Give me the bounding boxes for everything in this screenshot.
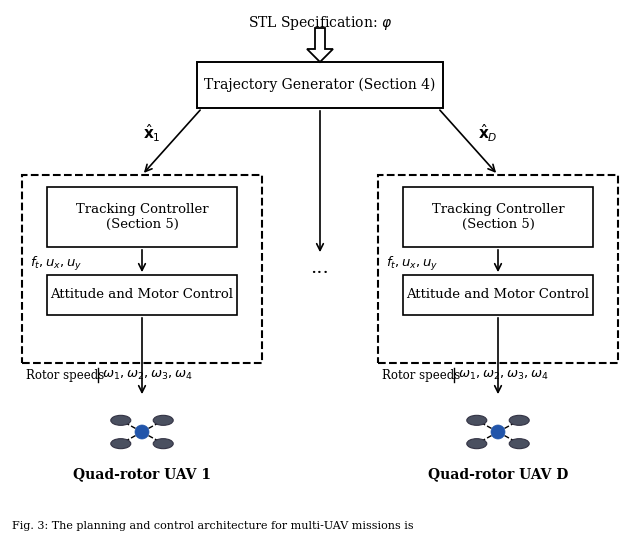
Text: $\omega_1, \omega_2, \omega_3, \omega_4$: $\omega_1, \omega_2, \omega_3, \omega_4$: [458, 368, 549, 382]
Text: STL Specification: $\varphi$: STL Specification: $\varphi$: [248, 14, 392, 32]
Bar: [403, 187, 593, 247]
Text: ...: ...: [310, 259, 330, 277]
Text: Rotor speeds: Rotor speeds: [26, 369, 104, 382]
Bar: [378, 175, 618, 363]
Text: Quad-rotor UAV 1: Quad-rotor UAV 1: [73, 467, 211, 481]
Text: Attitude and Motor Control: Attitude and Motor Control: [406, 288, 589, 301]
Bar: [47, 187, 237, 247]
Circle shape: [491, 425, 505, 439]
Ellipse shape: [111, 415, 131, 426]
Bar: [22, 175, 262, 363]
Text: $\hat{\mathbf{x}}_D$: $\hat{\mathbf{x}}_D$: [478, 123, 498, 144]
Text: Trajectory Generator (Section 4): Trajectory Generator (Section 4): [204, 78, 436, 92]
Circle shape: [135, 425, 149, 439]
Text: Tracking Controller
(Section 5): Tracking Controller (Section 5): [76, 203, 208, 231]
Ellipse shape: [467, 438, 487, 449]
Ellipse shape: [467, 415, 487, 426]
Text: Tracking Controller
(Section 5): Tracking Controller (Section 5): [432, 203, 564, 231]
Ellipse shape: [153, 415, 173, 426]
Text: $f_t, u_x, u_y$: $f_t, u_x, u_y$: [386, 255, 438, 273]
Text: $\omega_1, \omega_2, \omega_3, \omega_4$: $\omega_1, \omega_2, \omega_3, \omega_4$: [102, 368, 193, 382]
Bar: [47, 275, 237, 315]
Bar: [197, 62, 443, 108]
Bar: [403, 275, 593, 315]
Ellipse shape: [509, 415, 529, 426]
Text: Attitude and Motor Control: Attitude and Motor Control: [51, 288, 234, 301]
Text: Rotor speeds: Rotor speeds: [382, 369, 460, 382]
Ellipse shape: [111, 438, 131, 449]
Text: Fig. 3: The planning and control architecture for multi-UAV missions is: Fig. 3: The planning and control archite…: [12, 521, 413, 531]
Text: $\hat{\mathbf{x}}_1$: $\hat{\mathbf{x}}_1$: [143, 123, 161, 144]
Ellipse shape: [153, 438, 173, 449]
Text: Quad-rotor UAV D: Quad-rotor UAV D: [428, 467, 568, 481]
Text: $f_t, u_x, u_y$: $f_t, u_x, u_y$: [30, 255, 83, 273]
Ellipse shape: [509, 438, 529, 449]
Polygon shape: [307, 28, 333, 62]
